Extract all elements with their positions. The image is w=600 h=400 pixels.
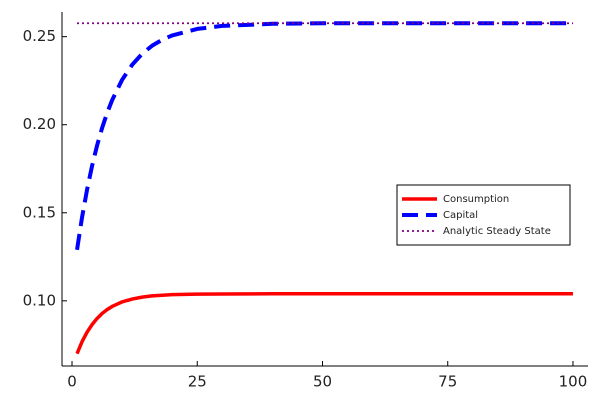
x-tick-label: 50 xyxy=(313,373,332,391)
x-tick-label: 75 xyxy=(438,373,457,391)
legend-box xyxy=(396,184,571,246)
y-tick-label: 0.15 xyxy=(23,203,56,221)
legend-label: Consumption xyxy=(443,194,509,205)
y-tick-label: 0.25 xyxy=(23,27,56,45)
legend-label: Analytic Steady State xyxy=(443,226,551,237)
x-tick-label: 100 xyxy=(559,373,588,391)
x-tick-label: 0 xyxy=(67,373,77,391)
x-tick-label: 25 xyxy=(188,373,207,391)
series-line xyxy=(75,21,573,251)
y-tick-label: 0.20 xyxy=(23,115,56,133)
y-tick-label: 0.10 xyxy=(23,291,56,309)
series-line xyxy=(75,292,573,355)
legend-label: Capital xyxy=(443,210,478,221)
